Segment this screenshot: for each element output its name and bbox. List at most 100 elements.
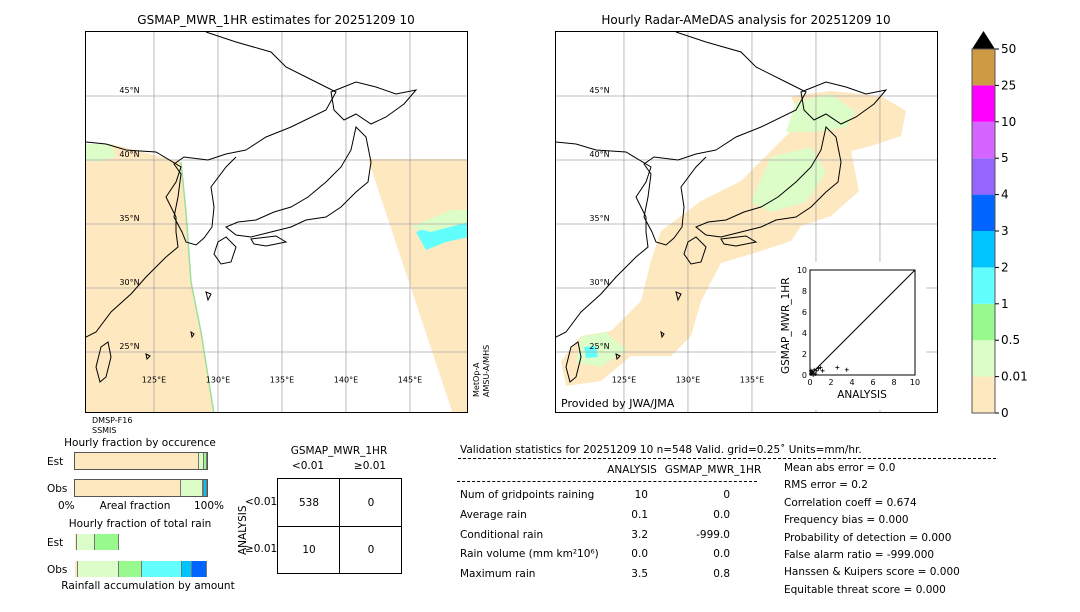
stats-score: Equitable threat score = 0.000 — [784, 583, 946, 596]
scatter-ytick: 0 — [802, 371, 807, 380]
bar-segment — [77, 561, 119, 577]
table-cell: 538 — [298, 497, 320, 509]
stats-analysis-value: 3.5 — [631, 568, 648, 580]
scatter-xtick: 4 — [849, 378, 854, 387]
stats-score: Correlation coeff = 0.674 — [784, 496, 917, 509]
total-rain-est-label: Est — [47, 537, 64, 549]
occurrence-title: Hourly fraction by occurence — [64, 437, 216, 449]
total-rain-obs-label: Obs — [47, 564, 68, 576]
scatter-point — [844, 367, 849, 372]
table-cell: 0 — [367, 497, 375, 509]
colorbar-segment — [972, 303, 995, 341]
colorbar-segment — [972, 340, 995, 377]
stats-analysis-value: 0.1 — [631, 509, 648, 521]
scatter-xtick: 6 — [870, 378, 875, 387]
scatter-ytick: 8 — [802, 287, 807, 296]
scatter-point — [813, 371, 818, 376]
scatter-point — [814, 368, 819, 373]
diagonal-line — [809, 269, 916, 376]
bar-segment — [141, 561, 183, 577]
table-cell: 0 — [367, 544, 375, 556]
stats-gsmap-value: 0.8 — [713, 568, 730, 580]
colorbar-tick-label: 5 — [1001, 151, 1009, 165]
contingency-col-label: ≥0.01 — [353, 460, 387, 472]
contingency-table: 538 0 10 0 — [277, 478, 402, 574]
stats-row-label: Num of gridpoints raining — [460, 489, 595, 501]
occurrence-est-label: Est — [47, 456, 64, 468]
scatter-inset: 0 2 4 6 8 10 0 2 4 6 8 10 GSMAP_MWR_1HR ANALYSIS — [776, 262, 926, 410]
swath-edge-west — [180, 161, 215, 412]
latitude-label: 30°N — [589, 278, 609, 287]
sensor-name: DMSP-F16 — [92, 416, 133, 425]
gsmap-estimate-map: 45°N 40°N 35°N 30°N 25°N 125°E 130°E 135°E 140°E… — [85, 31, 468, 413]
stats-score: False alarm ratio = -999.000 — [784, 549, 935, 561]
colorbar-segment — [972, 158, 995, 195]
right-map-title: Hourly Radar-AMeDAS analysis for 2025120… — [601, 13, 891, 27]
stats-score: Mean abs error = 0.0 — [784, 462, 896, 474]
stats-gsmap-value: 0.0 — [713, 548, 730, 560]
scatter-point — [809, 368, 814, 373]
colorbar-tick-label: 4 — [1001, 188, 1009, 202]
occurrence-xtick-0: 0% — [58, 500, 75, 512]
total-rain-obs-bar — [74, 560, 208, 578]
colorbar-tick-label: 0.01 — [1001, 370, 1028, 384]
coastline — [675, 32, 807, 151]
total-rain-xlabel: Rainfall accumulation by amount — [61, 580, 235, 592]
stats-divider — [457, 481, 757, 482]
stats-gsmap-value: -999.0 — [696, 529, 730, 541]
colorbar-segment — [972, 267, 995, 304]
scatter-plot: 0 2 4 6 8 10 0 2 4 6 8 10 — [797, 266, 920, 387]
scatter-xtick: 2 — [828, 378, 833, 387]
map-grid-labels: 45°N 40°N 35°N 30°N 25°N 125°E 130°E 135°E 140°E… — [119, 86, 422, 385]
latitude-label: 40°N — [119, 150, 139, 159]
bar-segment — [199, 453, 204, 469]
colorbar-tick-label: 3 — [1001, 224, 1009, 238]
colorbar-segment — [972, 194, 995, 231]
bar-segment — [180, 480, 204, 496]
coastline — [800, 81, 888, 125]
sensor-label-right: MetOp-A AMSU-A/MHS — [472, 345, 492, 397]
stats-score: Probability of detection = 0.000 — [784, 531, 952, 544]
scatter-ylabel: GSMAP_MWR_1HR — [780, 277, 792, 374]
stats-header: Validation statistics for 20251209 10 n=… — [460, 444, 862, 456]
occurrence-xlabel: Areal fraction — [99, 500, 171, 512]
stats-divider — [458, 458, 996, 459]
bar-segment — [95, 534, 119, 550]
latitude-label: 40°N — [589, 150, 609, 159]
colorbar-tick-label: 10 — [1001, 115, 1016, 129]
colorbar-tick-label: 1 — [1001, 297, 1009, 311]
stats-col-analysis: ANALYSIS — [607, 464, 657, 476]
coastline — [205, 32, 337, 151]
scatter-xlabel: ANALYSIS — [837, 389, 887, 401]
table-cell: 10 — [302, 544, 316, 556]
colorbar-extend-arrow — [972, 31, 995, 49]
scatter-point — [816, 366, 821, 371]
coastline — [615, 291, 682, 361]
bar-segment — [118, 561, 142, 577]
colorbar-segment — [972, 231, 995, 268]
scatter-point — [812, 367, 817, 372]
occurrence-obs-label: Obs — [47, 483, 68, 495]
scatter-ytick: 10 — [797, 266, 807, 275]
coastline — [556, 141, 652, 338]
rain-area-west — [86, 144, 214, 412]
longitude-label: 140°E — [334, 376, 358, 385]
longitude-label: 130°E — [676, 376, 700, 385]
colorbar-segment — [972, 376, 995, 413]
scatter-ytick: 4 — [802, 329, 807, 338]
stats-row-label: Rain volume (mm km²10⁶) — [460, 548, 599, 560]
stats-score: Frequency bias = 0.000 — [784, 514, 909, 527]
latitude-label: 45°N — [589, 86, 609, 95]
left-map-title: GSMAP_MWR_1HR estimates for 20251209 10 — [137, 13, 415, 27]
rain-light-south — [576, 332, 626, 367]
colorbar-tick-label: 50 — [1001, 42, 1016, 56]
longitude-label: 125°E — [612, 376, 636, 385]
bar-segment — [203, 480, 205, 496]
scatter-point — [820, 368, 825, 373]
longitude-label: 130°E — [206, 376, 230, 385]
latitude-label: 25°N — [119, 342, 139, 351]
map-gridlines — [86, 32, 467, 412]
stats-row-label: Average rain — [460, 509, 527, 521]
contingency-title: GSMAP_MWR_1HR — [290, 445, 388, 457]
bar-segment — [75, 561, 78, 577]
